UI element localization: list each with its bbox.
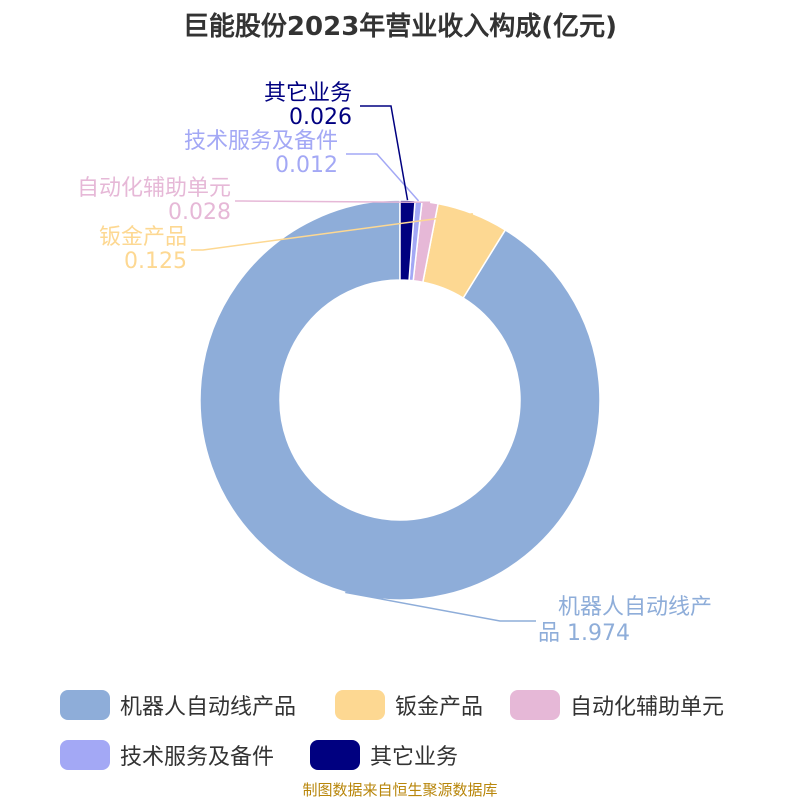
legend-label: 钣金产品	[395, 695, 484, 720]
leader-line-4	[360, 105, 409, 201]
slice-value-3: 0.012	[275, 153, 338, 178]
leader-line-1	[191, 213, 473, 251]
legend-item-1: 钣金产品	[335, 688, 483, 722]
source-note: 制图数据来自恒生聚源数据库	[302, 781, 498, 799]
legend-item-2: 自动化辅助单元	[510, 688, 724, 722]
leader-line-0	[345, 591, 536, 622]
slice-value-1: 0.125	[124, 249, 187, 274]
legend-swatch	[60, 740, 110, 770]
slice-value-2: 0.028	[168, 200, 231, 225]
legend-swatch	[510, 690, 560, 720]
legend-item-3: 技术服务及备件	[60, 738, 274, 772]
slice-value-4: 0.026	[289, 105, 352, 130]
slice-label-1: 钣金产品	[99, 225, 187, 250]
legend-swatch	[310, 740, 360, 770]
slice-value-0: 品 1.974	[538, 621, 630, 646]
slice-label-4: 其它业务	[264, 81, 352, 106]
legend-item-0: 机器人自动线产品	[60, 688, 296, 722]
slice-label-0: 机器人自动线产	[558, 595, 712, 620]
legend-label: 其它业务	[370, 745, 459, 770]
legend-label: 机器人自动线产品	[120, 695, 297, 720]
leader-line-2	[235, 200, 431, 204]
legend-label: 技术服务及备件	[120, 745, 275, 770]
legend-label: 自动化辅助单元	[570, 695, 725, 720]
legend-item-4: 其它业务	[310, 738, 458, 772]
legend-swatch	[60, 690, 110, 720]
leader-line-3	[346, 153, 420, 202]
slice-label-2: 自动化辅助单元	[77, 176, 231, 201]
slice-0	[199, 199, 601, 601]
chart-title: 巨能股份2023年营业收入构成(亿元)	[182, 12, 618, 42]
slice-label-3: 技术服务及备件	[184, 129, 338, 154]
slice-4	[399, 199, 416, 282]
legend-swatch	[335, 690, 385, 720]
slice-1	[421, 202, 507, 300]
